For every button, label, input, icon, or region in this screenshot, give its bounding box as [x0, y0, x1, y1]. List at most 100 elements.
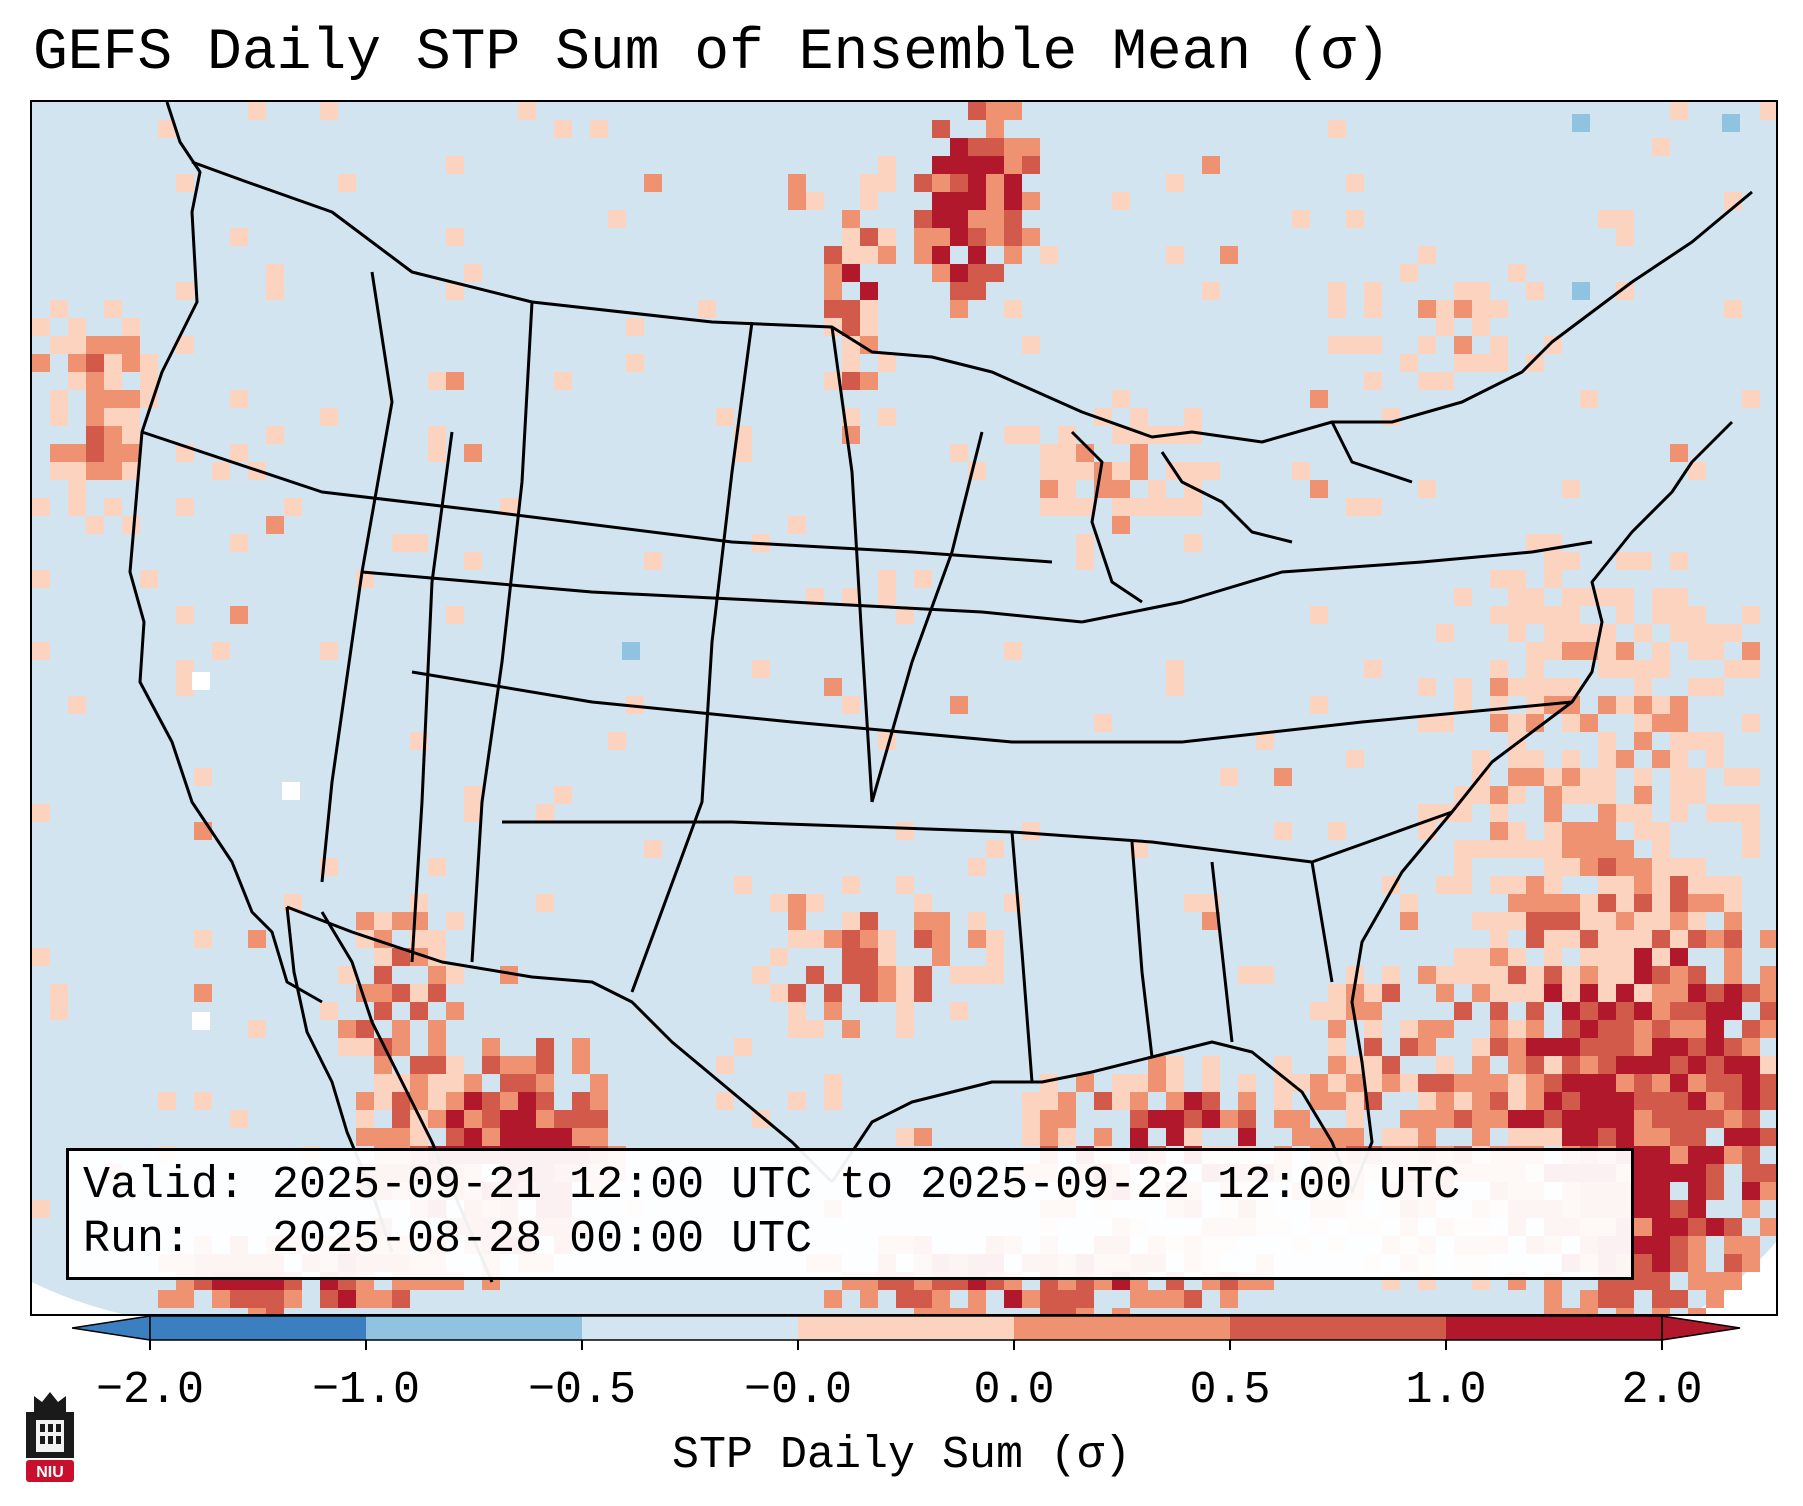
anomaly-cell [1706, 1110, 1724, 1128]
anomaly-cell [1490, 984, 1508, 1002]
anomaly-cell [1688, 678, 1706, 696]
state-lines-west [141, 430, 1053, 564]
anomaly-cell [842, 354, 860, 372]
anomaly-cell [50, 444, 68, 462]
anomaly-cell [1688, 1164, 1706, 1182]
state-lines-mid [830, 326, 874, 803]
anomaly-cell [1670, 1128, 1688, 1146]
anomaly-cell [1544, 804, 1562, 822]
anomaly-cell [986, 138, 1004, 156]
anomaly-cell [1310, 1002, 1328, 1020]
anomaly-cell [968, 192, 986, 210]
anomaly-cell [1184, 1128, 1202, 1146]
anomaly-cell [1634, 1110, 1652, 1128]
anomaly-cell [1670, 606, 1688, 624]
anomaly-cell [1184, 498, 1202, 516]
anomaly-cell [1508, 786, 1526, 804]
anomaly-cell [266, 1290, 284, 1308]
anomaly-cell [1742, 1128, 1760, 1146]
anomaly-cell [1688, 1128, 1706, 1146]
anomaly-cell [878, 228, 896, 246]
anomaly-cell [1220, 246, 1238, 264]
anomaly-cell [392, 1092, 410, 1110]
anomaly-cell [1598, 966, 1616, 984]
anomaly-cell [986, 156, 1004, 174]
anomaly-cell [158, 1092, 176, 1110]
anomaly-cell [1004, 228, 1022, 246]
anomaly-cell [1706, 1092, 1724, 1110]
state-lines-east [1081, 540, 1593, 624]
anomaly-cell [1526, 1038, 1544, 1056]
anomaly-cell [622, 642, 640, 660]
anomaly-cell [1688, 1200, 1706, 1218]
anomaly-cell [1508, 750, 1526, 768]
anomaly-cell [1670, 1002, 1688, 1020]
anomaly-cell [192, 1012, 210, 1030]
anomaly-cell [1544, 678, 1562, 696]
anomaly-cell [1004, 138, 1022, 156]
niu-logo-text: NIU [36, 1464, 64, 1481]
anomaly-cell [32, 1200, 50, 1218]
anomaly-cell [1490, 660, 1508, 678]
anomaly-cell [446, 1002, 464, 1020]
anomaly-cell [446, 1110, 464, 1128]
anomaly-cell [860, 930, 878, 948]
anomaly-cell [1346, 1128, 1364, 1146]
anomaly-cell [878, 174, 896, 192]
anomaly-cell [1364, 372, 1382, 390]
anomaly-cell [842, 264, 860, 282]
anomaly-cell [1490, 606, 1508, 624]
anomaly-cell [1652, 660, 1670, 678]
anomaly-cell [1670, 732, 1688, 750]
anomaly-cell [1022, 192, 1040, 210]
anomaly-cell [1634, 1272, 1652, 1290]
page-title: GEFS Daily STP Sum of Ensemble Mean (σ) [33, 21, 1391, 86]
canada-us-border [191, 160, 1753, 444]
anomaly-cell [410, 534, 428, 552]
anomaly-cell [950, 156, 968, 174]
anomaly-cell [1688, 786, 1706, 804]
anomaly-cell [1508, 984, 1526, 1002]
anomaly-cell [1598, 660, 1616, 678]
anomaly-cell [1652, 1254, 1670, 1272]
anomaly-cell [896, 966, 914, 984]
anomaly-cell [1760, 102, 1776, 120]
anomaly-cell [536, 804, 554, 822]
anomaly-cell [1508, 894, 1526, 912]
anomaly-cell [1724, 624, 1742, 642]
anomaly-cell [1670, 1236, 1688, 1254]
anomaly-cell [1328, 822, 1346, 840]
anomaly-cell [1184, 1110, 1202, 1128]
anomaly-cell [950, 1308, 968, 1314]
anomaly-cell [1166, 660, 1184, 678]
anomaly-cell [968, 138, 986, 156]
anomaly-cell [1472, 1128, 1490, 1146]
anomaly-cell [1148, 480, 1166, 498]
anomaly-cell [446, 228, 464, 246]
anomaly-cell [1688, 1218, 1706, 1236]
anomaly-cell [1544, 912, 1562, 930]
anomaly-cell [968, 210, 986, 228]
anomaly-cell [1580, 786, 1598, 804]
anomaly-cell [356, 912, 374, 930]
anomaly-cell [824, 1290, 842, 1308]
anomaly-cell [1616, 930, 1634, 948]
anomaly-cell [1652, 1110, 1670, 1128]
anomaly-cell [1400, 1128, 1418, 1146]
anomaly-cell [788, 1092, 806, 1110]
anomaly-cell [1562, 1020, 1580, 1038]
anomaly-cell [590, 1128, 608, 1146]
anomaly-cell [1184, 1092, 1202, 1110]
anomaly-cell [1706, 876, 1724, 894]
anomaly-cell [1598, 642, 1616, 660]
anomaly-cell [1310, 1092, 1328, 1110]
anomaly-cell [1670, 912, 1688, 930]
anomaly-cell [1670, 894, 1688, 912]
anomaly-cell [1436, 714, 1454, 732]
anomaly-cell [896, 1020, 914, 1038]
anomaly-cell [1580, 894, 1598, 912]
anomaly-cell [1310, 480, 1328, 498]
state-lines-horiz [411, 670, 1573, 744]
anomaly-cell [50, 408, 68, 426]
anomaly-cell [932, 912, 950, 930]
